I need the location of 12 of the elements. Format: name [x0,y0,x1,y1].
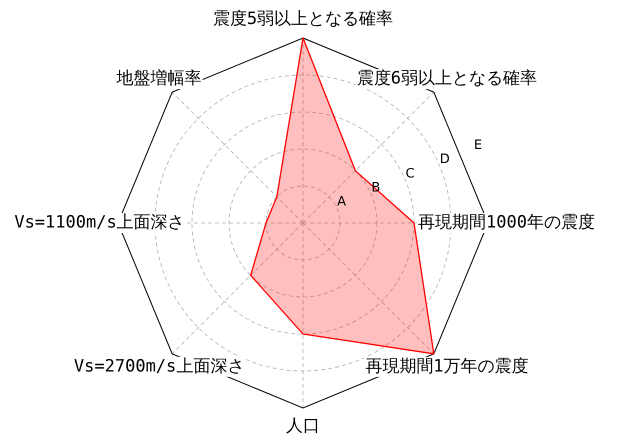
spoke-label: 地盤増幅率 [116,68,202,89]
spoke-label: 再現期間1万年の震度 [365,356,529,376]
spoke-label: 再現期間1000年の震度 [418,212,595,232]
y-tick-label: C [406,166,415,182]
spoke-label: 人口 [286,416,320,436]
spoke-label: Vs=2700m/s上面深さ [74,356,244,376]
spoke-label: Vs=1100m/s上面深さ [14,212,185,232]
spoke-label: 震度5弱以上となる確率 [212,8,394,29]
spoke-label: 震度6弱以上となる確率 [356,68,538,89]
y-tick-label: A [337,194,346,210]
y-tick-label: E [474,138,482,154]
y-tick-label: D [440,152,450,168]
